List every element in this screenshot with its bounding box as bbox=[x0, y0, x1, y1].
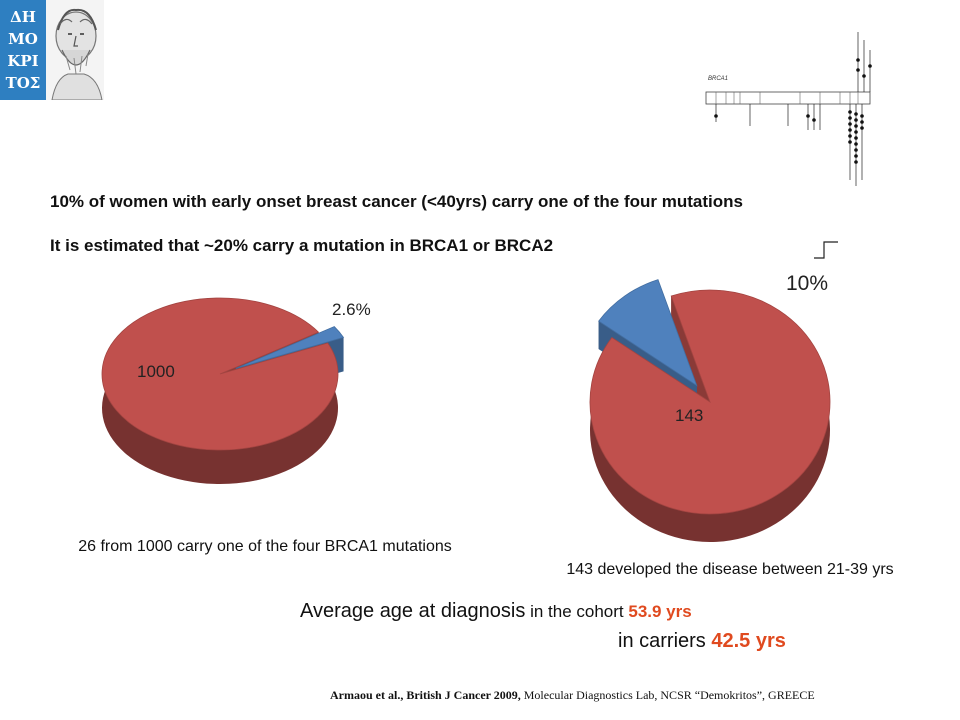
reference-lab: Molecular Diagnostics Lab, NCSR “Demokri… bbox=[520, 688, 815, 702]
pie2-caption: 143 developed the disease between 21-39 … bbox=[566, 561, 894, 578]
gene-label: BRCA1 bbox=[708, 76, 728, 82]
brca1-mutation-diagram: BRCA1 bbox=[705, 32, 872, 186]
headline-estimate: It is estimated that ~20% carry a mutati… bbox=[50, 236, 554, 255]
pie1-red-label: 1000 bbox=[137, 362, 175, 381]
logo-text-line: ΚΡΙ bbox=[7, 52, 39, 70]
pie-slice-1 bbox=[598, 279, 698, 387]
average-age-cohort-value: 53.9 yrs bbox=[628, 602, 692, 621]
reference-authors: Armaou et al., British J Cancer 2009, bbox=[330, 688, 521, 702]
headline-early-onset: 10% of women with early onset breast can… bbox=[50, 192, 743, 211]
average-age-line: Average age at diagnosis in the cohort 5… bbox=[300, 600, 692, 623]
pie-slice-1 bbox=[235, 326, 345, 369]
pie-chart-early-onset bbox=[589, 279, 831, 542]
carriers-age-text: in carriers bbox=[618, 630, 712, 652]
logo-text-line: ΔΗ bbox=[10, 8, 36, 26]
reference-citation: Armaou et al., British J Cancer 2009, Mo… bbox=[330, 688, 815, 703]
step-mark bbox=[814, 241, 838, 259]
philosopher-bust-image bbox=[46, 0, 104, 100]
pie1-blue-label: 2.6% bbox=[332, 300, 371, 319]
logo-side-bar bbox=[0, 0, 46, 100]
logo: ΔΗ ΜΟ ΚΡΙ ΤΟΣ bbox=[0, 0, 104, 100]
logo-text-line: ΤΟΣ bbox=[5, 74, 41, 92]
average-age-title: Average age at diagnosis bbox=[300, 600, 526, 622]
pie-slice-0 bbox=[101, 297, 339, 451]
pie-slice-0 bbox=[589, 289, 831, 515]
carriers-age-line: in carriers 42.5 yrs bbox=[618, 630, 786, 653]
average-age-cohort-text: in the cohort bbox=[525, 602, 629, 621]
pie-chart-cohort-slices bbox=[101, 297, 345, 484]
pie2-red-label: 143 bbox=[675, 406, 704, 425]
carriers-age-value: 42.5 yrs bbox=[711, 630, 786, 652]
pie-chart-early-onset-slices bbox=[589, 279, 831, 542]
logo-text: ΔΗ ΜΟ ΚΡΙ ΤΟΣ bbox=[2, 6, 44, 94]
pie2-blue-label: 10% bbox=[786, 272, 829, 295]
logo-text-line: ΜΟ bbox=[8, 30, 38, 48]
pie-chart-cohort bbox=[101, 297, 345, 484]
pie1-caption: 26 from 1000 carry one of the four BRCA1… bbox=[78, 538, 452, 555]
